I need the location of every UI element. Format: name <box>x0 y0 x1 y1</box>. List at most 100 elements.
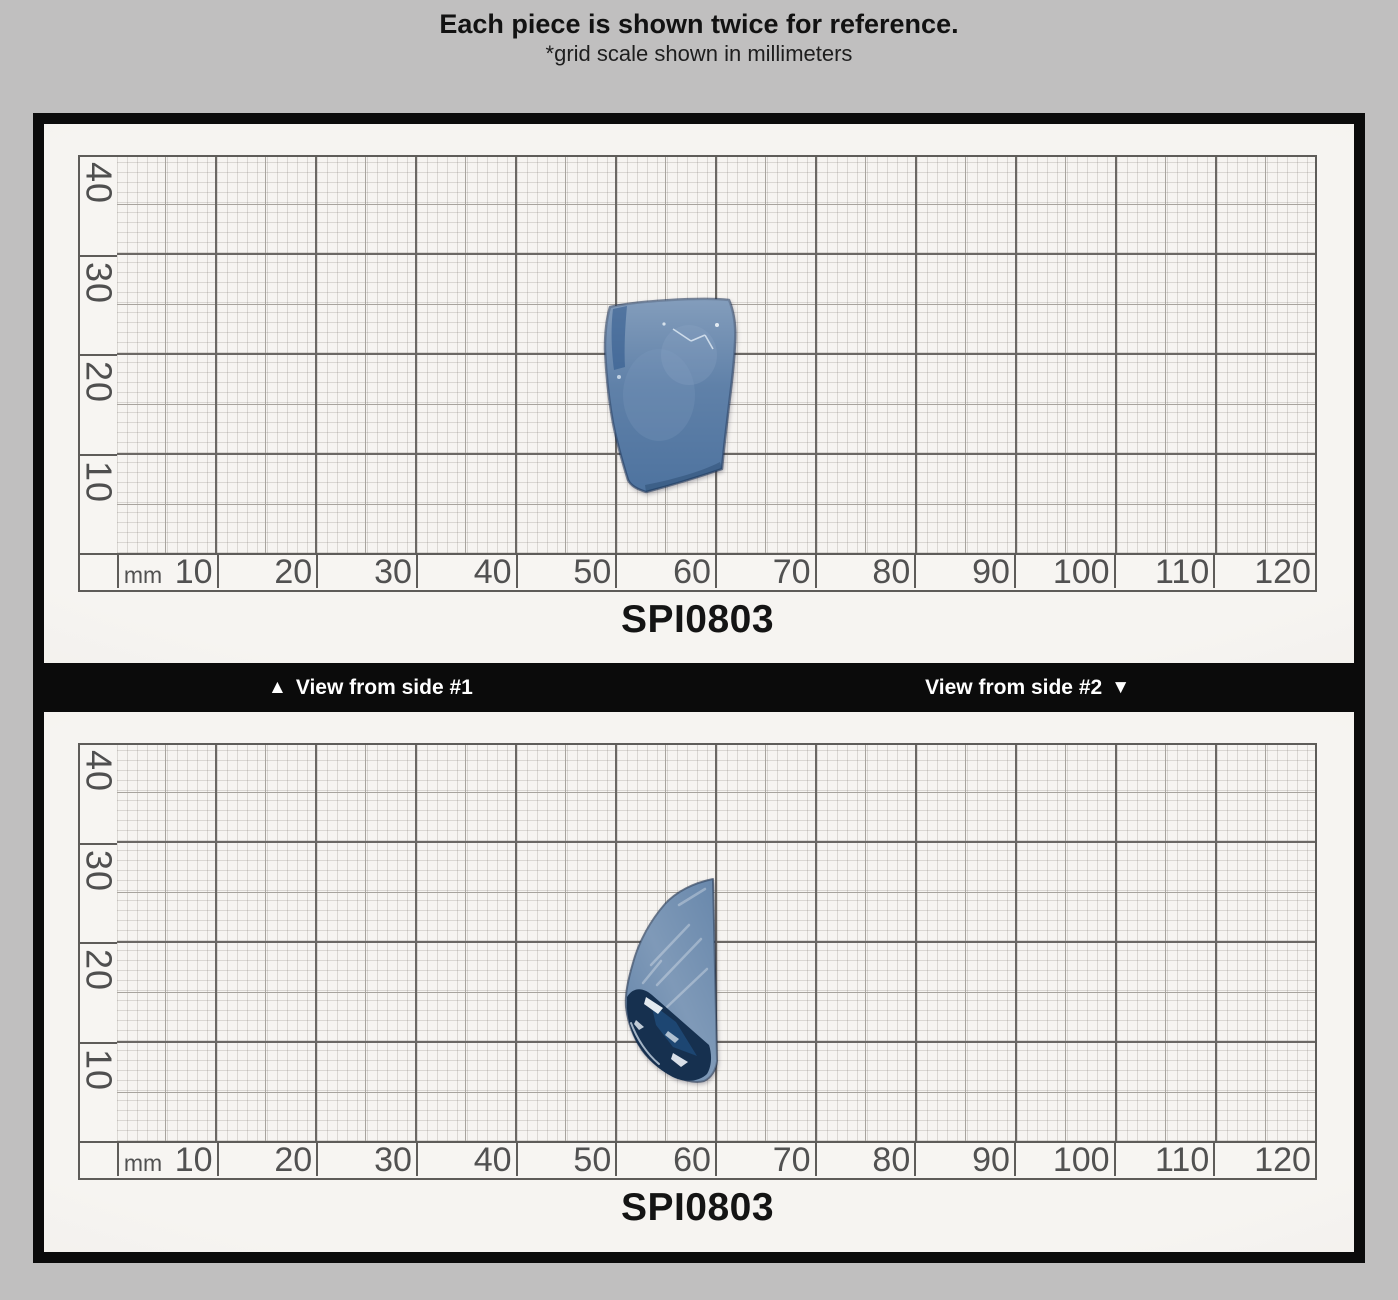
y-axis-labels: 40 30 20 10 <box>78 155 117 555</box>
x-tick-cell: 20 <box>219 553 319 591</box>
view-side-1-text: View from side #1 <box>295 675 473 699</box>
x-tick-cell: 90 <box>916 1141 1016 1179</box>
up-arrow-icon: ▲ <box>268 677 287 698</box>
x-tick-cell: 80 <box>817 1141 917 1179</box>
view-side-1-label: ▲ View from side #1 <box>268 676 473 700</box>
x-tick-cell: 50 <box>518 1141 618 1179</box>
x-tick-label: 80 <box>872 1141 911 1179</box>
y-tick-label: 40 <box>80 750 117 793</box>
x-tick-cell: 100 <box>1016 1141 1116 1179</box>
x-tick-label: 80 <box>872 553 911 591</box>
y-tick-cell: 20 <box>80 942 117 1042</box>
specimen-facet <box>651 1003 697 1056</box>
y-axis-labels: 40 30 20 10 <box>78 743 117 1143</box>
specimen-speck <box>617 375 621 379</box>
x-tick-label: 20 <box>274 1141 313 1179</box>
y-tick-cell: 40 <box>80 157 117 255</box>
x-tick-label: 120 <box>1254 553 1311 591</box>
x-tick-cell: 40 <box>418 553 518 591</box>
x-tick-label: 90 <box>972 553 1010 591</box>
x-tick-cell: 110 <box>1116 555 1216 589</box>
x-tick-cell: 30 <box>318 1141 418 1179</box>
specimen-specular <box>634 1020 644 1030</box>
view-side-2-label: View from side #2 ▼ <box>925 676 1130 700</box>
y-tick-label: 30 <box>80 849 117 892</box>
specimen-photo-side-1: 40 30 20 10 <box>44 124 1354 663</box>
x-axis-corner-cell <box>80 555 119 588</box>
x-tick-label: 110 <box>1155 1141 1210 1179</box>
y-tick-cell: 10 <box>80 1041 117 1142</box>
x-tick-label: 60 <box>673 1141 711 1179</box>
x-tick-cell: 40 <box>418 1141 518 1179</box>
specimen-dark-edge-bottom <box>645 462 722 492</box>
separator-bar: ▲ View from side #1 View from side #2 ▼ <box>44 663 1354 712</box>
x-tick-label: 50 <box>573 553 612 591</box>
x-tick-label: 20 <box>274 553 313 591</box>
graph-paper <box>117 155 1317 555</box>
y-tick-label: 40 <box>80 162 117 205</box>
specimen-specular <box>665 1031 679 1043</box>
x-tick-cell: 20 <box>219 1141 319 1179</box>
x-tick-label: 10 <box>174 553 213 591</box>
specimen-speck <box>715 323 719 327</box>
y-tick-cell: 10 <box>80 453 117 554</box>
specimen-specular <box>644 997 663 1014</box>
view-side-2-text: View from side #2 <box>925 675 1103 699</box>
specimen-crack-highlight <box>672 328 714 350</box>
specimen-rim-highlight <box>630 1022 660 1065</box>
x-tick-cell: 110 <box>1116 1141 1216 1179</box>
x-tick-label: 30 <box>374 1141 412 1179</box>
specimen-cloud <box>661 325 717 385</box>
x-tick-label: 100 <box>1052 1141 1110 1179</box>
specimen-side-2 <box>624 878 718 1083</box>
page-subtitle: *grid scale shown in millimeters <box>545 41 853 66</box>
x-tick-label: 70 <box>772 553 811 591</box>
mm-grid-side-2: 40 30 20 10 <box>78 743 1317 1180</box>
y-tick-cell: 40 <box>80 745 117 843</box>
graph-paper <box>117 743 1317 1143</box>
x-tick-label: 100 <box>1052 553 1110 591</box>
x-tick-label: 50 <box>573 1141 612 1179</box>
specimen-texture-streaks <box>641 887 709 1009</box>
x-tick-cell: 120 <box>1215 553 1315 591</box>
specimen-specular <box>671 1053 688 1067</box>
y-tick-label: 20 <box>80 361 117 404</box>
x-tick-cell: 120 <box>1215 1141 1315 1179</box>
x-tick-cell: 60 <box>617 1141 717 1179</box>
y-tick-label: 10 <box>80 1048 117 1091</box>
x-tick-cell: mm 10 <box>119 553 219 591</box>
page-title: Each piece is shown twice for reference. <box>439 9 959 39</box>
y-tick-label: 30 <box>80 261 117 304</box>
unit-label: mm <box>123 1150 163 1176</box>
y-tick-cell: 30 <box>80 842 117 943</box>
specimen-sheen <box>605 298 736 492</box>
x-axis-labels: mm 10 20 30 40 50 60 70 80 90 100 110 120 <box>78 1143 1317 1180</box>
x-tick-cell: 100 <box>1016 553 1116 591</box>
x-axis-labels: mm 10 20 30 40 50 60 70 80 90 100 110 120 <box>78 555 1317 592</box>
specimen-dark-edge-left <box>611 306 627 370</box>
page-header: Each piece is shown twice for reference.… <box>0 8 1398 67</box>
y-tick-label: 10 <box>80 460 117 503</box>
specimen-photo-side-2: 40 30 20 10 <box>44 712 1354 1252</box>
x-tick-label: 120 <box>1254 1141 1311 1179</box>
specimen-id-label: SPI0803 <box>620 598 775 641</box>
y-tick-cell: 20 <box>80 354 117 454</box>
specimen-id-label: SPI0803 <box>620 1186 775 1229</box>
x-tick-cell: 70 <box>717 1143 817 1177</box>
x-tick-cell: 50 <box>518 553 618 591</box>
x-tick-label: 10 <box>174 1141 213 1179</box>
x-tick-label: 40 <box>473 553 512 591</box>
x-tick-label: 40 <box>473 1141 512 1179</box>
specimen-cloud <box>623 349 695 441</box>
x-tick-label: 90 <box>972 1141 1010 1179</box>
reference-card: 40 30 20 10 <box>33 113 1365 1263</box>
x-tick-cell: 70 <box>717 553 817 591</box>
specimen-speck <box>662 322 666 326</box>
x-axis-corner-cell <box>80 1143 119 1176</box>
unit-label: mm <box>123 562 163 588</box>
mm-grid-side-1: 40 30 20 10 <box>78 155 1317 592</box>
y-tick-cell: 30 <box>80 254 117 355</box>
x-tick-cell: 90 <box>916 553 1016 591</box>
x-tick-label: 60 <box>673 553 711 591</box>
x-tick-cell: mm 10 <box>119 1141 219 1179</box>
